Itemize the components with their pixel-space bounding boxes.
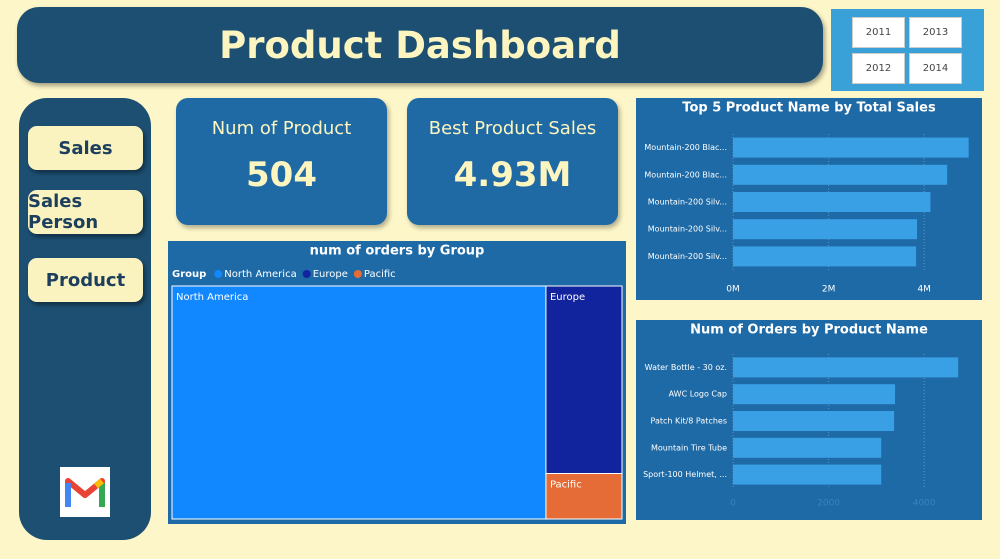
bar	[733, 219, 918, 240]
x-tick-label: 2M	[822, 285, 836, 295]
kpi-label: Best Product Sales	[428, 118, 597, 139]
y-tick-label: Mountain-200 Silv...	[648, 198, 727, 207]
y-tick-label: Mountain-200 Silv...	[648, 252, 727, 261]
bar	[733, 411, 895, 431]
bar	[733, 437, 882, 458]
kpi-value: 4.93M	[453, 155, 572, 195]
bar	[733, 164, 948, 185]
bar	[733, 246, 917, 267]
nav-button[interactable]: Sales	[28, 126, 143, 170]
tile-label: Europe	[550, 292, 585, 303]
x-tick-label: 2000	[817, 499, 840, 509]
header: Product Dashboard	[17, 7, 823, 83]
year-option[interactable]: 2011	[852, 17, 905, 48]
x-tick-label: 4000	[913, 499, 936, 509]
nav-button[interactable]: Sales Person	[28, 190, 143, 234]
bar	[733, 357, 959, 378]
legend-label: Europe	[313, 269, 348, 280]
treemap-panel: num of orders by Group Group North America…	[168, 241, 626, 524]
tile-label: Pacific	[550, 480, 582, 491]
x-tick-label: 0	[730, 499, 736, 509]
y-tick-label: Sport-100 Helmet, ...	[643, 470, 727, 479]
bar	[733, 464, 882, 485]
treemap-tile	[171, 285, 547, 520]
legend-swatch	[353, 270, 362, 278]
chart-title: num of orders by Group	[310, 244, 485, 259]
treemap-tile	[545, 473, 623, 520]
year-option[interactable]: 2014	[909, 53, 962, 84]
x-tick-label: 0M	[726, 285, 740, 295]
y-tick-label: Water Bottle - 30 oz.	[645, 363, 727, 372]
y-tick-label: AWC Logo Cap	[669, 390, 727, 399]
legend-label: Pacific	[364, 269, 396, 280]
legend-title: Group	[172, 269, 206, 280]
y-tick-label: Mountain-200 Blac...	[644, 143, 727, 152]
year-option[interactable]: 2013	[909, 17, 962, 48]
legend-swatch	[214, 270, 223, 278]
chart-title: Num of Orders by Product Name	[690, 323, 928, 338]
kpi-value: 504	[246, 155, 317, 195]
kpi-card: Best Product Sales 4.93M	[407, 98, 618, 225]
y-tick-label: Mountain-200 Silv...	[648, 225, 727, 234]
y-tick-label: Patch Kit/8 Patches	[650, 417, 727, 426]
bar-panel: Top 5 Product Name by Total Sales 0M 2M 4M M…	[636, 98, 982, 300]
treemap-tile	[545, 285, 623, 475]
mail-icon[interactable]	[60, 467, 110, 517]
y-tick-label: Mountain-200 Blac...	[644, 170, 727, 179]
bar	[733, 384, 896, 405]
chart-title: Top 5 Product Name by Total Sales	[682, 101, 936, 116]
kpi-card: Num of Product 504	[176, 98, 387, 225]
bar	[733, 192, 931, 212]
bar	[733, 137, 969, 158]
nav-button[interactable]: Product	[28, 258, 143, 302]
y-tick-label: Mountain Tire Tube	[651, 443, 727, 452]
x-tick-label: 4M	[917, 285, 931, 295]
tile-label: North America	[176, 292, 248, 303]
kpi-label: Num of Product	[211, 118, 352, 139]
bar-panel: Num of Orders by Product Name 0 2000 4000 Wa…	[636, 320, 982, 520]
legend-label: North America	[224, 269, 296, 280]
legend-swatch	[302, 270, 311, 278]
year-option[interactable]: 2012	[852, 53, 905, 84]
year-slicer: 2011 2013 2012 2014	[831, 9, 984, 91]
nav-panel: Sales Sales Person Product	[19, 98, 151, 540]
